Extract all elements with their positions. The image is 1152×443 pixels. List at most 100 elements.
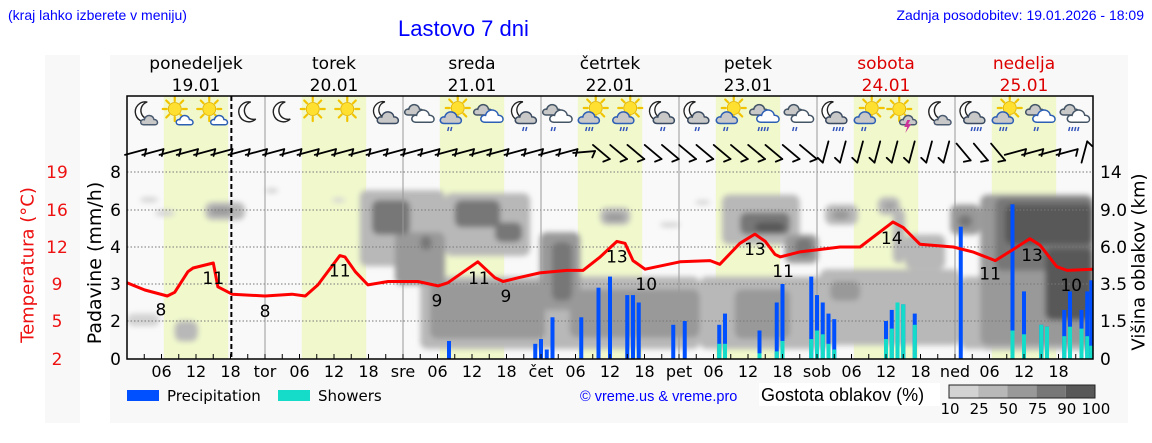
cloud-density-region <box>957 214 973 228</box>
y-right-tick-label: 6.0 <box>1100 238 1127 258</box>
precipitation-bar <box>1089 280 1094 359</box>
day-name: četrtek <box>580 54 641 74</box>
x-hour-label: 18 <box>634 362 654 381</box>
showers-bar <box>1079 328 1084 359</box>
weather-icon-sun-small-white <box>161 95 194 126</box>
temperature-value-label: 13 <box>606 247 628 267</box>
colorbar-label: 25 <box>970 400 989 418</box>
wind-barb <box>816 140 830 164</box>
location-hint: (kraj lahko izberete v meniju) <box>8 7 187 23</box>
weather-icon-sun-gray-rain2 <box>439 94 471 132</box>
precipitation-bar <box>780 284 785 359</box>
weather-icons-row <box>134 94 1091 133</box>
y-right-tick-label: 0 <box>1100 350 1111 370</box>
x-day-label: sob <box>803 362 831 381</box>
wind-barb <box>747 144 766 163</box>
cloud-density-region <box>265 187 279 194</box>
precipitation-bar <box>539 339 543 359</box>
wind-barb <box>730 144 749 163</box>
weather-icon-sun-gray-rain3 <box>577 94 609 132</box>
wind-barb <box>1080 140 1094 164</box>
temperature-axis-panel <box>45 55 80 423</box>
cloud-density-region <box>127 313 160 327</box>
x-day-label: tor <box>254 362 277 381</box>
cloud-density-region <box>454 200 501 228</box>
wind-barb <box>885 140 899 164</box>
day-date: 23.01 <box>724 76 773 96</box>
temperature-value-label: 11 <box>329 262 351 282</box>
showers-bar <box>912 324 917 359</box>
weather-icon-moon-small-gray <box>928 101 952 126</box>
x-hour-label: 06 <box>979 362 999 381</box>
weather-icon-moon-gray-rain4 <box>959 100 986 132</box>
precipitation-bar <box>631 295 635 359</box>
showers-bar <box>1039 324 1044 359</box>
x-hour-label: 06 <box>151 362 171 381</box>
temperature-line <box>126 220 1094 298</box>
x-hour-label: 12 <box>462 362 482 381</box>
cloud-density-region <box>155 210 175 217</box>
precipitation-bar <box>671 324 676 359</box>
temperature-value-label: 9 <box>432 292 443 312</box>
showers-swatch <box>278 390 310 401</box>
wind-barb <box>972 142 989 163</box>
temperature-tick-label: 9 <box>52 275 63 295</box>
precipitation-bar <box>579 317 584 359</box>
x-hour-label: 06 <box>289 362 309 381</box>
precipitation-bar <box>958 226 963 359</box>
precipitation-bar <box>832 319 837 359</box>
weather-icon-moon-clear <box>238 101 257 123</box>
wind-barb <box>661 144 680 163</box>
temperature-tick-label: 12 <box>46 238 68 258</box>
precipitation-bar <box>1022 291 1026 359</box>
weather-icon-moon-gray <box>372 100 400 125</box>
showers-bar <box>826 343 831 359</box>
day-date: 21.01 <box>448 76 497 96</box>
day-name: ponedeljek <box>149 54 243 74</box>
x-hour-label: 18 <box>220 362 240 381</box>
temperature-value-label: 14 <box>881 229 903 249</box>
cloud-density-region <box>883 203 896 209</box>
temperature-value-label: 11 <box>202 269 224 289</box>
precipitation-bar <box>533 343 538 359</box>
weather-icon-moon-gray-rain4 <box>821 100 848 132</box>
y-left-tick-label: 3 <box>110 275 121 295</box>
showers-bar <box>780 340 785 359</box>
temperature-curve <box>126 220 1094 298</box>
cloud-density-region <box>660 222 681 228</box>
precipitation-bar <box>1010 204 1015 359</box>
showers-bar <box>815 330 819 359</box>
y-right-tick-label: 1.5 <box>1100 312 1127 332</box>
cloud-density-title-bg <box>759 383 940 406</box>
weather-icon-cloudy-overcast-rain4 <box>1059 103 1091 132</box>
wind-barb <box>937 140 951 164</box>
x-hour-label: 06 <box>427 362 447 381</box>
cloud-density-colorbar: 10 25 50 75 90 100 <box>940 384 1110 418</box>
credit-link[interactable]: © vreme.us & vreme.pro <box>580 389 737 405</box>
wind-barb <box>868 140 882 164</box>
y-left-tick-label: 2 <box>110 312 121 332</box>
temperature-value-label: 11 <box>468 269 490 289</box>
x-hour-label: 12 <box>738 362 758 381</box>
weather-icon-sun-small-white <box>196 95 229 126</box>
x-hour-label: 18 <box>1048 362 1068 381</box>
x-day-label: ned <box>940 362 970 381</box>
cloud-density-region <box>904 234 946 270</box>
y-left-tick-label: 4 <box>110 238 121 258</box>
y-right-tick-label: 14 <box>1100 163 1122 183</box>
precipitation-bar <box>1062 309 1067 359</box>
precipitation-bar <box>608 276 612 359</box>
precipitation-bar <box>723 313 727 359</box>
showers-bar <box>1068 326 1072 359</box>
cloud-density-region <box>604 213 625 222</box>
weather-icon-moon-small-gray <box>134 101 159 126</box>
weather-icon-sun-clear <box>334 95 361 123</box>
temperature-labels: 8 11 8 11 9 11 9 13 10 13 11 14 11 13 10 <box>156 229 1082 322</box>
cloud-density-region <box>830 281 861 301</box>
axes: 06 12 18 tor 06 12 18 sre 06 12 18 čet 06 12 18 pet 06 12… <box>18 163 1150 381</box>
wind-barbs-row <box>124 140 1094 164</box>
x-day-label: čet <box>529 362 554 381</box>
x-hour-label: 06 <box>841 362 861 381</box>
day-date: 24.01 <box>862 76 911 96</box>
